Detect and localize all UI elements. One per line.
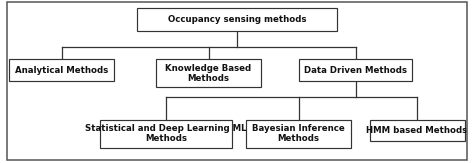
FancyBboxPatch shape [137,8,337,31]
Text: Data Driven Methods: Data Driven Methods [304,66,407,75]
FancyBboxPatch shape [100,120,232,148]
Text: Knowledge Based
Methods: Knowledge Based Methods [165,64,252,83]
FancyBboxPatch shape [370,120,465,141]
Text: Analytical Methods: Analytical Methods [15,66,108,75]
Text: Bayesian Inference
Methods: Bayesian Inference Methods [252,124,345,143]
FancyBboxPatch shape [9,59,114,81]
FancyBboxPatch shape [246,120,351,148]
FancyBboxPatch shape [156,59,261,87]
FancyBboxPatch shape [299,59,412,81]
Text: Occupancy sensing methods: Occupancy sensing methods [168,15,306,24]
Text: HMM based Methods: HMM based Methods [366,126,468,135]
Text: Statistical and Deep Learning ML
Methods: Statistical and Deep Learning ML Methods [85,124,246,143]
